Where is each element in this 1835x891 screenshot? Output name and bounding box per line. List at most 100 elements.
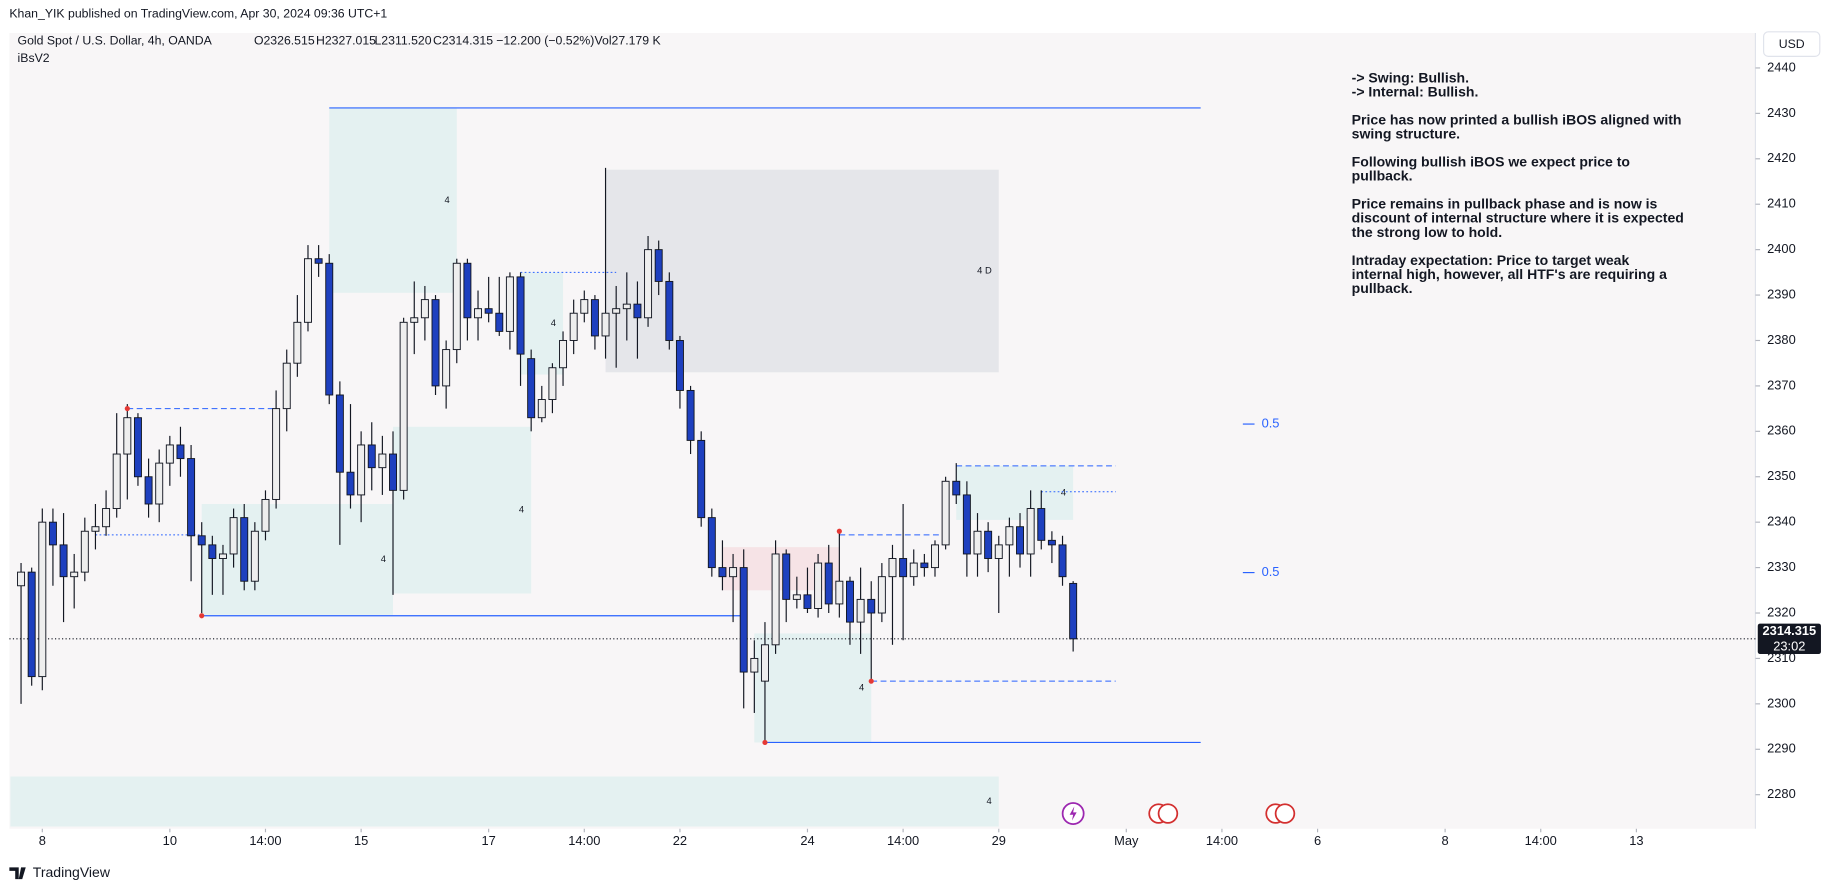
candle-body bbox=[760, 644, 769, 682]
annotation-line: swing structure. bbox=[1352, 125, 1460, 141]
plot-background bbox=[9, 32, 1756, 829]
currency-button[interactable] bbox=[1763, 31, 1821, 57]
x-tick-label: 15 bbox=[354, 833, 368, 848]
candle-body bbox=[920, 562, 929, 569]
y-tick-label: 2440 bbox=[1767, 59, 1796, 74]
annotation-line: discount of internal structure where it … bbox=[1352, 210, 1684, 226]
zone-label: 4 bbox=[381, 554, 386, 564]
annotation-line: Intraday expectation: Price to target we… bbox=[1352, 252, 1630, 268]
candle-body bbox=[335, 394, 344, 473]
candle-body bbox=[155, 462, 164, 505]
ohlc-low: L2311.520 bbox=[374, 33, 431, 47]
candle-body bbox=[495, 312, 504, 332]
candle-body bbox=[197, 535, 206, 546]
price-tag bbox=[1757, 623, 1821, 655]
candle-body bbox=[304, 258, 312, 323]
annotation-line: pullback. bbox=[1352, 280, 1413, 296]
candle-body bbox=[771, 553, 780, 646]
price-tag-countdown: 23:02 bbox=[1773, 638, 1805, 653]
candle-body bbox=[1037, 508, 1046, 541]
logo: TradingView bbox=[33, 864, 111, 880]
candle-body bbox=[463, 262, 472, 319]
candle-body bbox=[867, 598, 876, 614]
zone-label: 4 bbox=[987, 796, 992, 806]
zone-label: 4 bbox=[859, 682, 864, 692]
zone-label: 4 bbox=[519, 505, 524, 515]
y-tick-label: 2280 bbox=[1767, 786, 1796, 801]
candle-body bbox=[707, 517, 716, 569]
candle-body bbox=[527, 358, 536, 419]
event-icon[interactable] bbox=[1274, 803, 1296, 824]
x-tick-label: 10 bbox=[163, 833, 177, 848]
zone bbox=[956, 465, 1074, 520]
candle-body bbox=[1016, 526, 1024, 555]
candle-body bbox=[218, 553, 227, 559]
y-tick-label: 2300 bbox=[1767, 695, 1796, 710]
candle-body bbox=[601, 312, 610, 337]
candle-body bbox=[70, 571, 79, 578]
candle-body bbox=[622, 303, 631, 310]
pivot-dot bbox=[836, 528, 842, 534]
candle-body bbox=[941, 480, 950, 546]
candle-body bbox=[17, 571, 26, 587]
zone-label: 4 bbox=[551, 318, 556, 328]
candle-body bbox=[1058, 544, 1067, 578]
currency: USD bbox=[1779, 37, 1805, 51]
candle-body bbox=[1026, 508, 1035, 555]
candle-body bbox=[187, 458, 196, 537]
annotation-line: Price remains in pullback phase and is n… bbox=[1352, 196, 1658, 212]
candle-body bbox=[803, 594, 812, 609]
indicator: iBsV2 bbox=[18, 51, 50, 65]
midline-label: 0.5 bbox=[1262, 415, 1280, 430]
y-tick-label: 2290 bbox=[1767, 741, 1796, 756]
candle-body bbox=[357, 444, 366, 496]
candle-body bbox=[569, 312, 578, 341]
candle-body bbox=[208, 544, 217, 559]
ohlc-open: O2326.515 bbox=[254, 33, 315, 47]
x-tick-label: 17 bbox=[481, 833, 495, 848]
candle-body bbox=[410, 317, 419, 323]
candle-body bbox=[931, 544, 939, 569]
candle-body bbox=[973, 530, 982, 555]
ohlc-close: C2314.315 bbox=[433, 33, 493, 47]
x-tick-label: 24 bbox=[800, 833, 814, 848]
zone bbox=[605, 169, 999, 373]
x-tick-label: 6 bbox=[1314, 833, 1321, 848]
candle-body bbox=[909, 562, 918, 578]
candle-body bbox=[505, 276, 514, 332]
candle-body bbox=[856, 598, 865, 623]
candle-body bbox=[484, 308, 493, 314]
candle-body bbox=[420, 299, 429, 319]
x-tick-label: 14:00 bbox=[249, 833, 281, 848]
candle-body bbox=[250, 530, 259, 582]
candle-body bbox=[325, 262, 334, 396]
candle-body bbox=[102, 508, 111, 528]
pivot-dot bbox=[868, 678, 874, 684]
annotation-line: Price has now printed a bullish iBOS ali… bbox=[1352, 111, 1682, 127]
x-tick-label: 8 bbox=[39, 833, 46, 848]
event-icon[interactable] bbox=[1157, 803, 1179, 824]
candle-body bbox=[240, 517, 249, 582]
candle-body bbox=[442, 349, 451, 387]
y-tick-label: 2390 bbox=[1767, 286, 1796, 301]
candle-body bbox=[888, 558, 897, 578]
y-tick-label: 2400 bbox=[1767, 241, 1796, 256]
zone bbox=[393, 426, 532, 594]
annotation-line: pullback. bbox=[1352, 168, 1413, 184]
pivot-dot bbox=[124, 406, 130, 412]
y-tick-label: 2370 bbox=[1767, 377, 1796, 392]
x-tick-label: 14:00 bbox=[1525, 833, 1557, 848]
candle-body bbox=[559, 340, 568, 369]
candle-body bbox=[665, 280, 674, 341]
change: −12.200 (−0.52%) bbox=[496, 33, 594, 47]
y-tick-label: 2340 bbox=[1767, 514, 1796, 529]
pivot-dot bbox=[762, 739, 768, 746]
candle-body bbox=[644, 249, 653, 319]
candle-body bbox=[612, 308, 621, 314]
candle-body bbox=[314, 258, 323, 264]
candle-body bbox=[123, 417, 132, 455]
zone-label: 4 D bbox=[977, 265, 992, 275]
annotation-line: -> Internal: Bullish. bbox=[1352, 83, 1479, 99]
zone bbox=[329, 107, 457, 293]
